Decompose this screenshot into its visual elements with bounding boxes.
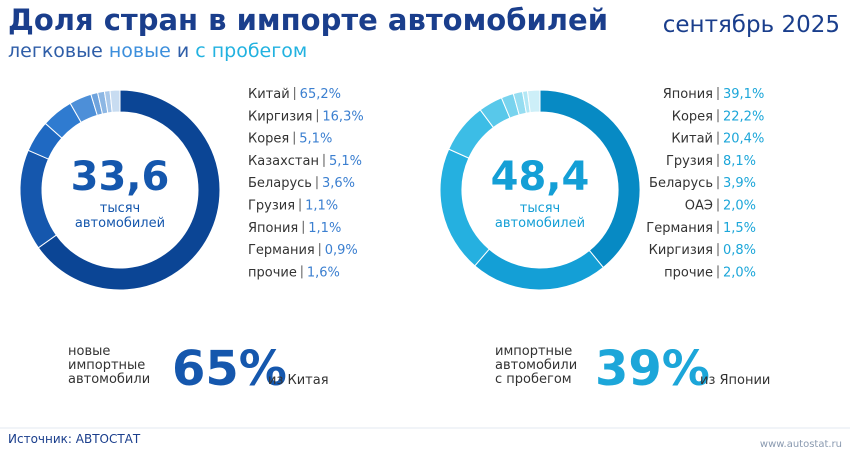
callout-caption: импортные: [68, 358, 145, 373]
callout-caption: с пробегом: [495, 372, 572, 387]
callout-figure: 39%: [595, 341, 710, 397]
subtitle-part: и: [177, 40, 189, 62]
donut-slice: [19, 149, 58, 249]
legend-name: прочие: [664, 265, 713, 280]
legend-value: 2,0%: [723, 199, 756, 214]
callout-caption: автомобили: [495, 358, 577, 373]
callout-caption: импортные: [495, 344, 572, 359]
title: Доля стран в импорте автомобилей: [8, 3, 608, 37]
legend-value: 5,1%: [329, 154, 362, 169]
donut-slice: [474, 248, 604, 291]
center-value: 48,4: [491, 154, 590, 200]
site: www.autostat.ru: [760, 439, 842, 450]
legend-name: ОАЭ: [685, 199, 713, 214]
legend-value: 0,9%: [325, 243, 358, 258]
legend-name: Казахстан: [248, 154, 319, 169]
legend-value: 3,9%: [723, 176, 756, 191]
subtitle-part: легковые: [8, 40, 103, 62]
date: сентябрь 2025: [663, 12, 840, 38]
callout-tail: из Китая: [268, 373, 329, 388]
legend-value: 22,2%: [723, 109, 764, 124]
subtitle: легковые новые и с пробегом: [8, 40, 307, 62]
donut-slice: [37, 89, 221, 291]
legend-value: 2,0%: [723, 265, 756, 280]
legend-value: 20,4%: [723, 132, 764, 147]
legend-name: Корея: [672, 109, 713, 124]
legend-value: 0,8%: [723, 243, 756, 258]
callout-figure: 65%: [172, 341, 287, 397]
legend-value: 1,6%: [307, 265, 340, 280]
legend-value: 1,5%: [723, 221, 756, 236]
subtitle-part: с пробегом: [195, 40, 307, 62]
legend-value: 8,1%: [723, 154, 756, 169]
legend-name: Корея: [248, 132, 289, 147]
legend-value: 1,1%: [308, 221, 341, 236]
callout-caption: новые: [68, 344, 110, 359]
legend-name: Китай: [671, 132, 713, 147]
legend-name: Беларусь: [649, 176, 713, 191]
subtitle-part: новые: [109, 40, 171, 62]
legend-value: 5,1%: [299, 132, 332, 147]
legend-value: 3,6%: [322, 176, 355, 191]
donut-slice: [526, 89, 541, 114]
callout-caption: автомобили: [68, 372, 150, 387]
legend-name: Грузия: [248, 199, 295, 214]
legend-name: Япония: [663, 87, 713, 102]
callout-tail: из Японии: [700, 373, 770, 388]
center-value: 33,6: [71, 154, 170, 200]
legend-name: Беларусь: [248, 176, 312, 191]
donut-slice: [439, 148, 490, 267]
source: Источник: АВТОСТАТ: [8, 432, 141, 446]
center-caption: тысяч: [100, 201, 141, 216]
center-caption: автомобилей: [75, 216, 165, 231]
legend-value: 1,1%: [305, 199, 338, 214]
legend-name: Грузия: [666, 154, 713, 169]
legend-name: прочие: [248, 265, 297, 280]
legend-name: Германия: [248, 243, 315, 258]
legend-name: Киргизия: [649, 243, 713, 258]
legend-value: 65,2%: [300, 87, 341, 102]
legend-name: Япония: [248, 221, 298, 236]
center-caption: автомобилей: [495, 216, 585, 231]
legend-value: 16,3%: [322, 109, 363, 124]
legend-name: Китай: [248, 87, 290, 102]
legend-name: Германия: [646, 221, 713, 236]
donut-slice: [109, 89, 121, 113]
center-caption: тысяч: [520, 201, 561, 216]
legend-value: 39,1%: [723, 87, 764, 102]
legend-name: Киргизия: [248, 109, 312, 124]
